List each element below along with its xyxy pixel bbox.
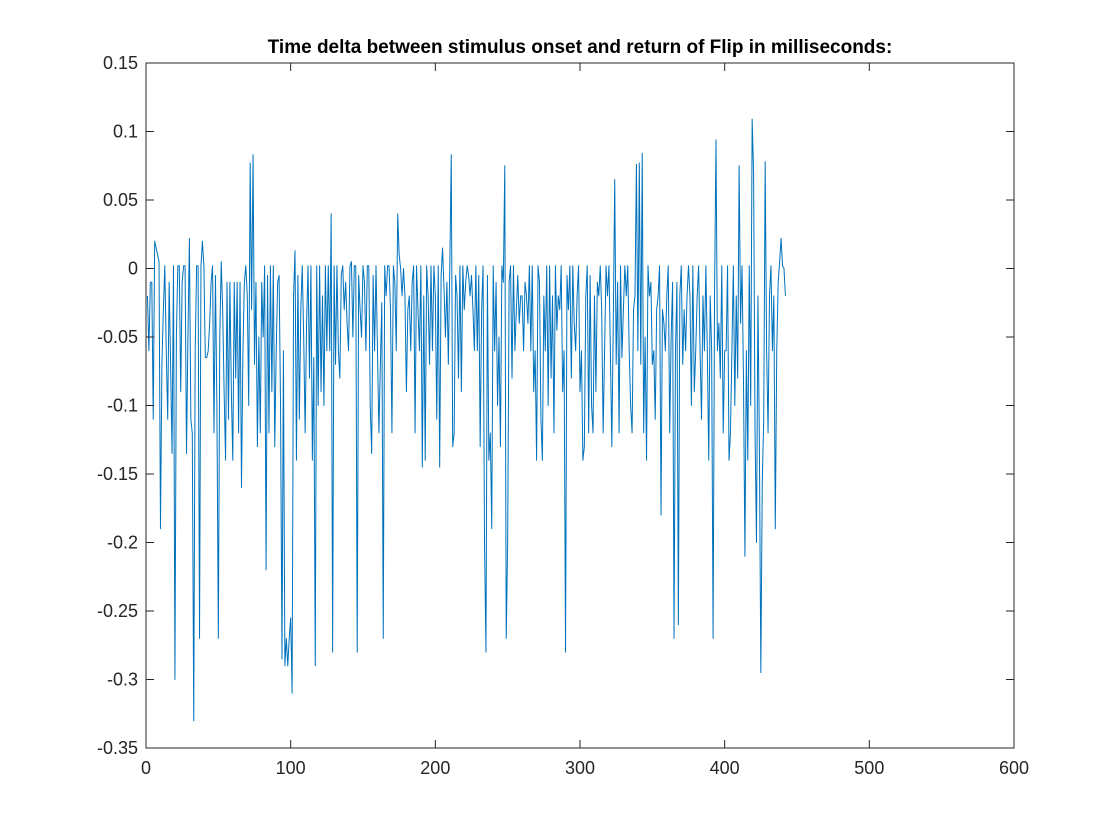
y-tick-label: -0.35 [97, 738, 138, 758]
y-tick-label: -0.1 [107, 396, 138, 416]
y-tick-label: 0.15 [103, 53, 138, 73]
series-line-0 [146, 118, 786, 722]
x-tick-label: 100 [276, 758, 306, 778]
x-axis: 0 100 200 300 400 500 600 [141, 63, 1029, 778]
y-tick-label: -0.25 [97, 601, 138, 621]
y-tick-label: 0.05 [103, 190, 138, 210]
x-tick-label: 200 [420, 758, 450, 778]
plot-area [145, 62, 1015, 749]
x-tick-label: 300 [565, 758, 595, 778]
y-tick-label: 0 [128, 259, 138, 279]
x-tick-label: 400 [710, 758, 740, 778]
x-tick-label: 0 [141, 758, 151, 778]
x-tick-label: 500 [854, 758, 884, 778]
axes-background [146, 63, 1014, 748]
y-tick-label: -0.15 [97, 464, 138, 484]
y-tick-label: -0.05 [97, 327, 138, 347]
y-tick-label: -0.3 [107, 670, 138, 690]
x-tick-label: 600 [999, 758, 1029, 778]
y-axis: -0.35 -0.3 -0.25 -0.2 -0.15 -0.1 -0.05 0 0.05 0.1… [97, 53, 1014, 758]
y-tick-label: -0.2 [107, 533, 138, 553]
chart-title: Time delta between stimulus onset and re… [268, 37, 893, 58]
y-tick-label: 0.1 [113, 122, 138, 142]
